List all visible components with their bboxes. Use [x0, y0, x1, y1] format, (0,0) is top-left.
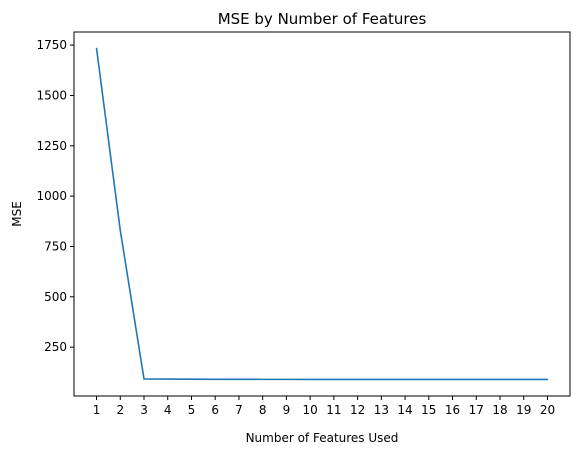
x-tick-label: 3 [140, 403, 148, 417]
x-tick-label: 7 [235, 403, 243, 417]
x-tick-label: 16 [445, 403, 460, 417]
x-tick-label: 6 [211, 403, 219, 417]
chart-title: MSE by Number of Features [218, 10, 427, 28]
x-tick-label: 8 [259, 403, 267, 417]
y-tick-label: 500 [44, 290, 67, 304]
y-tick-label: 1500 [36, 88, 67, 102]
x-tick-label: 1 [93, 403, 101, 417]
y-tick-label: 1000 [36, 189, 67, 203]
y-tick-label: 1750 [36, 38, 67, 52]
x-tick-label: 4 [164, 403, 172, 417]
y-tick-label: 750 [44, 239, 67, 253]
y-tick-label: 250 [44, 340, 67, 354]
x-tick-label: 19 [516, 403, 531, 417]
x-tick-label: 2 [116, 403, 124, 417]
x-axis-ticks: 1 2 3 4 5 6 7 8 9 10 11 12 13 14 15 16 17 18 19 20 [93, 396, 555, 417]
plot-area [73, 31, 571, 397]
x-axis-label: Number of Features Used [246, 431, 399, 445]
x-tick-label: 13 [374, 403, 389, 417]
x-tick-label: 5 [188, 403, 196, 417]
x-tick-label: 10 [302, 403, 317, 417]
x-tick-label: 17 [469, 403, 484, 417]
x-tick-label: 11 [326, 403, 341, 417]
x-tick-label: 20 [540, 403, 555, 417]
mse-series-line [95, 47, 549, 381]
x-tick-label: 9 [283, 403, 291, 417]
y-axis-ticks: 250 500 750 1000 1250 1500 1750 [36, 38, 74, 354]
x-tick-label: 14 [397, 403, 412, 417]
y-axis-label: MSE [10, 201, 24, 227]
x-tick-label: 12 [350, 403, 365, 417]
y-tick-label: 1250 [36, 139, 67, 153]
x-tick-label: 18 [492, 403, 507, 417]
x-tick-label: 15 [421, 403, 436, 417]
series-group [95, 47, 549, 381]
